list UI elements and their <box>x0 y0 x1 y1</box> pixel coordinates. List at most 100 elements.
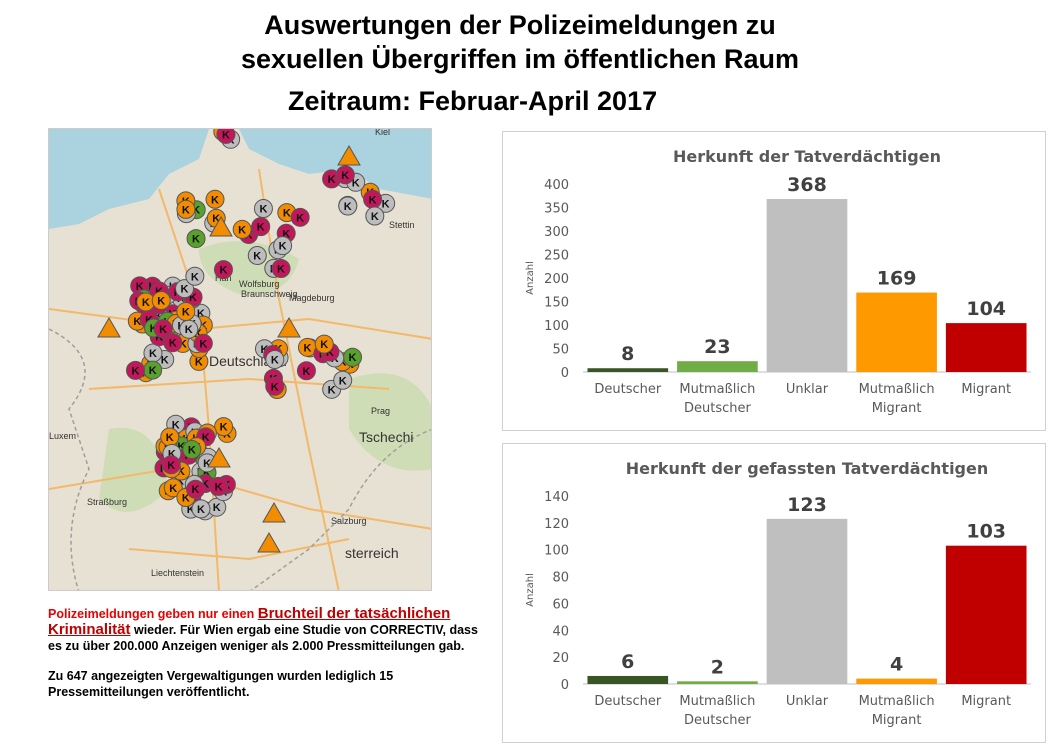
warning-triangle-icon[interactable] <box>277 317 301 338</box>
incident-marker[interactable] <box>176 199 196 219</box>
incident-marker[interactable] <box>175 279 195 299</box>
incident-marker[interactable] <box>338 196 358 216</box>
marker-letter: K <box>195 356 203 368</box>
marker-letter: K <box>344 201 352 213</box>
warning-triangle-icon[interactable] <box>207 447 231 468</box>
incident-marker[interactable] <box>193 333 213 353</box>
marker-letter: K <box>339 375 347 387</box>
incident-marker[interactable] <box>186 479 206 499</box>
incident-marker[interactable] <box>163 478 183 498</box>
marker-letter: K <box>159 324 167 336</box>
map-place-label: Magdeburg <box>289 293 335 303</box>
bar <box>945 323 1027 372</box>
incident-marker[interactable] <box>296 361 316 381</box>
incident-marker[interactable] <box>365 206 385 226</box>
incident-marker[interactable] <box>216 129 236 144</box>
marker-letter: K <box>189 292 197 304</box>
map-place-label: Straßburg <box>87 497 127 507</box>
y-tick-label: 50 <box>552 343 569 358</box>
marker-letter: K <box>220 422 228 434</box>
marker-letter: K <box>277 264 285 276</box>
data-label: 103 <box>966 521 1006 543</box>
border-line <box>250 429 431 590</box>
incident-marker[interactable] <box>335 165 355 185</box>
y-tick-label: 100 <box>544 544 569 559</box>
incident-marker[interactable] <box>209 476 229 496</box>
map-place-label: Prag <box>371 406 390 416</box>
incident-marker[interactable] <box>290 207 310 227</box>
incident-marker[interactable] <box>314 334 334 354</box>
marker-letter: K <box>133 316 141 328</box>
marker-letter: K <box>167 460 175 472</box>
incident-marker[interactable] <box>126 360 146 380</box>
incident-marker[interactable] <box>232 219 252 239</box>
warning-triangle-icon[interactable] <box>262 502 286 523</box>
x-tick-label: Unklar <box>786 694 829 709</box>
incident-marker[interactable] <box>163 333 183 353</box>
incident-marker[interactable] <box>271 259 291 279</box>
incident-marker[interactable] <box>213 260 233 280</box>
warning-triangle-icon[interactable] <box>337 145 361 166</box>
marker-letter: K <box>328 384 336 396</box>
incident-marker[interactable] <box>205 189 225 209</box>
incident-marker[interactable] <box>186 229 206 249</box>
bar <box>587 675 669 684</box>
incident-marker[interactable] <box>273 236 293 256</box>
warning-triangle-icon[interactable] <box>257 532 281 553</box>
incident-marker[interactable] <box>333 370 353 390</box>
marker-letter: K <box>166 432 174 444</box>
incident-marker[interactable] <box>265 376 285 396</box>
warning-triangle-icon[interactable] <box>97 317 121 338</box>
incident-marker[interactable] <box>182 440 202 460</box>
note-red-text: Polizeimeldungen geben nur einen <box>48 607 258 621</box>
y-tick-label: 0 <box>561 678 569 693</box>
marker-letter: K <box>328 174 336 186</box>
marker-letter: K <box>197 504 205 516</box>
incident-marker[interactable] <box>161 455 181 475</box>
y-tick-label: 100 <box>544 319 569 334</box>
incident-marker[interactable] <box>253 199 273 219</box>
marker-letter: K <box>271 355 279 367</box>
map-place-label: Kiel <box>375 129 390 137</box>
marker-letter: K <box>259 204 267 216</box>
incident-marker[interactable] <box>185 266 205 286</box>
disclaimer-note: Polizeimeldungen geben nur einen Bruchte… <box>48 606 488 714</box>
marker-letter: K <box>197 308 205 320</box>
x-tick-label: Mutmaßlich <box>859 382 935 397</box>
marker-letter: K <box>182 306 190 318</box>
x-tick-label: Mutmaßlich <box>679 694 755 709</box>
incident-map[interactable]: Kiel Stettin Wolfsburg Magdeburg Prag Tschech… <box>48 128 432 591</box>
marker-letter: K <box>177 466 185 478</box>
road <box>128 538 350 561</box>
note-link[interactable]: Bruchteil der tatsächlichen Kriminalität <box>48 605 451 638</box>
x-tick-label: Migrant <box>872 713 922 728</box>
marker-letter: K <box>302 366 310 378</box>
map-place-label: Luxem <box>49 431 76 441</box>
data-label: 169 <box>877 268 917 290</box>
forest-area <box>349 373 431 471</box>
chart-1-svg: Herkunft der gefassten Tatverdächtigen An… <box>525 459 1031 728</box>
incident-marker[interactable] <box>153 319 173 339</box>
incident-marker[interactable] <box>151 291 171 311</box>
incident-marker[interactable] <box>247 245 267 265</box>
incident-marker[interactable] <box>214 417 234 437</box>
chart-title: Herkunft der Tatverdächtigen <box>673 147 941 166</box>
marker-letter: K <box>182 493 190 505</box>
marker-letter: K <box>192 234 200 246</box>
y-tick-label: 140 <box>544 490 569 505</box>
y-tick-label: 40 <box>552 624 569 639</box>
marker-letter: K <box>369 194 377 206</box>
marker-letter: K <box>161 354 169 366</box>
incident-marker[interactable] <box>265 350 285 370</box>
incident-marker[interactable] <box>176 301 196 321</box>
incident-marker[interactable] <box>191 499 211 519</box>
map-canvas: Kiel Stettin Wolfsburg Magdeburg Prag Tschech… <box>49 129 431 590</box>
map-place-label: Liechtenstein <box>151 568 204 578</box>
road <box>49 308 431 340</box>
warning-triangle-icon[interactable] <box>209 216 233 237</box>
marker-letter: K <box>283 208 291 220</box>
border-line <box>49 328 90 590</box>
marker-letter: K <box>150 323 158 335</box>
x-tick-label: Deutscher <box>684 713 752 728</box>
y-tick-label: 400 <box>544 178 569 193</box>
